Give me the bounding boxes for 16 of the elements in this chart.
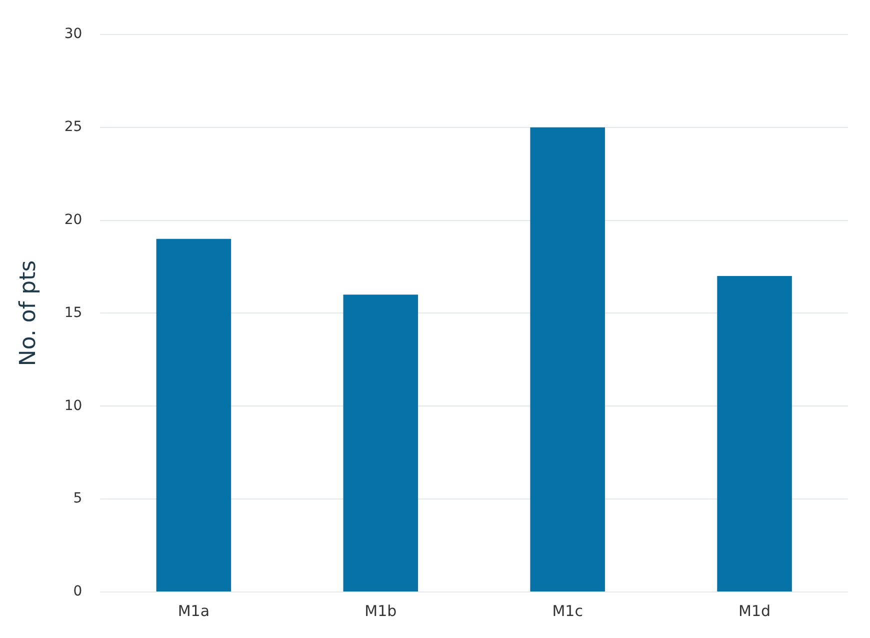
bar xyxy=(717,276,792,592)
bar xyxy=(530,127,605,592)
y-axis-title: No. of pts xyxy=(16,260,41,366)
x-tick-label: M1b xyxy=(364,602,397,620)
x-tick-label: M1a xyxy=(178,602,210,620)
y-tick-label: 30 xyxy=(64,26,82,42)
y-tick-label: 25 xyxy=(64,118,82,135)
bar xyxy=(156,238,232,592)
y-tick-label: 0 xyxy=(73,584,82,600)
bar xyxy=(343,294,418,592)
y-tick-label: 10 xyxy=(64,398,82,414)
y-tick-label: 20 xyxy=(64,212,82,228)
x-tick-label: M1d xyxy=(738,602,771,620)
y-tick-label: 5 xyxy=(73,490,82,507)
x-tick-label: M1c xyxy=(552,602,583,620)
y-tick-label: 15 xyxy=(64,304,82,321)
